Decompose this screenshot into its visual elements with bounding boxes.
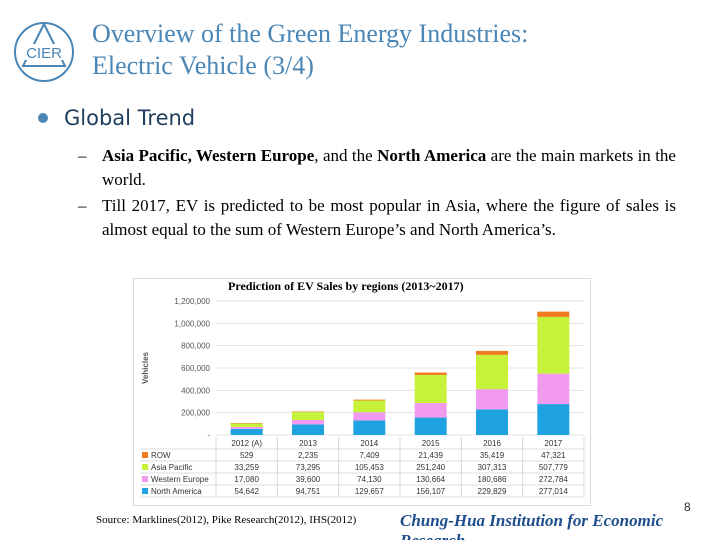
bar-segment	[476, 354, 508, 390]
data-label: 129,657	[355, 487, 384, 496]
logo-text: CIER	[26, 45, 62, 62]
bar-segment	[537, 311, 570, 317]
cier-logo: CIER	[14, 21, 74, 82]
legend-label: Asia Pacific	[151, 463, 192, 472]
bar-segment	[537, 316, 570, 374]
data-label: 39,600	[296, 475, 321, 484]
legend-swatch	[142, 476, 148, 482]
x-tick-label: 2013	[299, 439, 317, 448]
data-label: 105,453	[355, 463, 384, 472]
bar-segment	[414, 402, 447, 418]
subpoint-1-bold-na: North America	[377, 146, 487, 165]
legend-label: Western Europe	[151, 475, 209, 484]
slide-title: Overview of the Green Energy Industries:…	[92, 18, 652, 82]
data-label: 180,686	[478, 475, 507, 484]
source-note: Source: Marklines(2012), Pike Research(2…	[96, 514, 357, 526]
bar-segment	[292, 419, 324, 425]
bar-segment	[414, 374, 447, 403]
chart-svg: - 200,000 400,000 600,000 800,000 1,000,000 1,…	[140, 297, 585, 498]
bullet-global-trend: Global Trend	[38, 106, 195, 130]
subpoint-1: – Asia Pacific, Western Europe, and the …	[78, 144, 676, 192]
data-label: 47,321	[541, 451, 566, 460]
x-tick-label: 2014	[360, 439, 378, 448]
legend-label: North America	[151, 487, 202, 496]
bar-segment	[537, 404, 570, 435]
bar-segment	[476, 409, 508, 435]
data-label: 73,295	[296, 463, 321, 472]
bar-segment	[353, 399, 386, 401]
bullet-dot-icon	[38, 113, 48, 123]
data-label: 130,664	[416, 475, 445, 484]
y-tick-label: 1,000,000	[174, 319, 210, 328]
data-label: 54,642	[234, 487, 259, 496]
data-label: 17,080	[234, 475, 259, 484]
data-label: 251,240	[416, 463, 445, 472]
data-label: 94,751	[296, 487, 321, 496]
bar-segment	[353, 400, 386, 413]
y-tick-label: 1,200,000	[174, 297, 210, 306]
data-label: 74,130	[357, 475, 382, 484]
institution-name: Chung-Hua Institution for Economic Resea…	[400, 511, 664, 540]
ev-sales-chart: - 200,000 400,000 600,000 800,000 1,000,000 1,…	[133, 278, 591, 506]
y-tick-label: 200,000	[181, 409, 210, 418]
dash-icon: –	[78, 146, 87, 165]
bar-segment	[230, 423, 263, 424]
data-label: 277,014	[539, 487, 568, 496]
chart-title: Prediction of EV Sales by regions (2013~…	[226, 279, 466, 294]
title-line-1: Overview of the Green Energy Industries:	[92, 19, 529, 48]
subpoint-1-bold-regions: Asia Pacific, Western Europe	[102, 146, 315, 165]
bar-segment	[353, 420, 386, 435]
legend-swatch	[142, 464, 148, 470]
subpoint-1-text-b: are the main markets in the world.	[102, 146, 676, 189]
subpoint-1-text-a: , and the	[314, 146, 378, 165]
bar-segment	[230, 426, 263, 429]
bar-segment	[230, 428, 263, 435]
x-tick-label: 2012 (A)	[231, 439, 262, 448]
bar-segment	[353, 412, 386, 421]
x-tick-label: 2015	[422, 439, 440, 448]
data-label: 229,829	[478, 487, 507, 496]
title-line-2: Electric Vehicle (3/4)	[92, 51, 314, 80]
data-label: 2,235	[298, 451, 319, 460]
data-label: 7,409	[359, 451, 380, 460]
bar-segment	[476, 350, 508, 355]
data-label: 35,419	[480, 451, 505, 460]
x-tick-label: 2017	[544, 439, 562, 448]
data-label: 529	[240, 451, 254, 460]
data-label: 507,779	[539, 463, 568, 472]
legend-swatch	[142, 488, 148, 494]
bar-segment	[230, 423, 263, 427]
bar-segment	[292, 411, 324, 413]
y-tick-label: 400,000	[181, 386, 210, 395]
bar-segment	[414, 372, 447, 375]
bar-segment	[414, 417, 447, 435]
data-label: 272,784	[539, 475, 568, 484]
data-label: 33,259	[234, 463, 259, 472]
subpoints: – Asia Pacific, Western Europe, and the …	[78, 144, 676, 244]
y-tick-label: -	[207, 431, 210, 440]
dash-icon: –	[78, 196, 87, 215]
bar-segment	[476, 389, 508, 410]
legend-label: ROW	[151, 451, 171, 460]
y-tick-label: 800,000	[181, 342, 210, 351]
page-number: 8	[684, 500, 691, 514]
data-label: 307,313	[478, 463, 507, 472]
bar-segment	[537, 373, 570, 405]
subpoint-2: – Till 2017, EV is predicted to be most …	[78, 194, 676, 242]
y-tick-label: 600,000	[181, 364, 210, 373]
bar-segment	[292, 411, 324, 420]
legend-swatch	[142, 452, 148, 458]
bullet-label: Global Trend	[64, 106, 196, 130]
subpoint-2-text: Till 2017, EV is predicted to be most po…	[102, 196, 676, 239]
y-axis-label: Vehicles	[141, 351, 150, 384]
x-tick-label: 2016	[483, 439, 501, 448]
data-label: 21,439	[418, 451, 443, 460]
data-label: 156,107	[416, 487, 445, 496]
bar-segment	[292, 424, 324, 435]
